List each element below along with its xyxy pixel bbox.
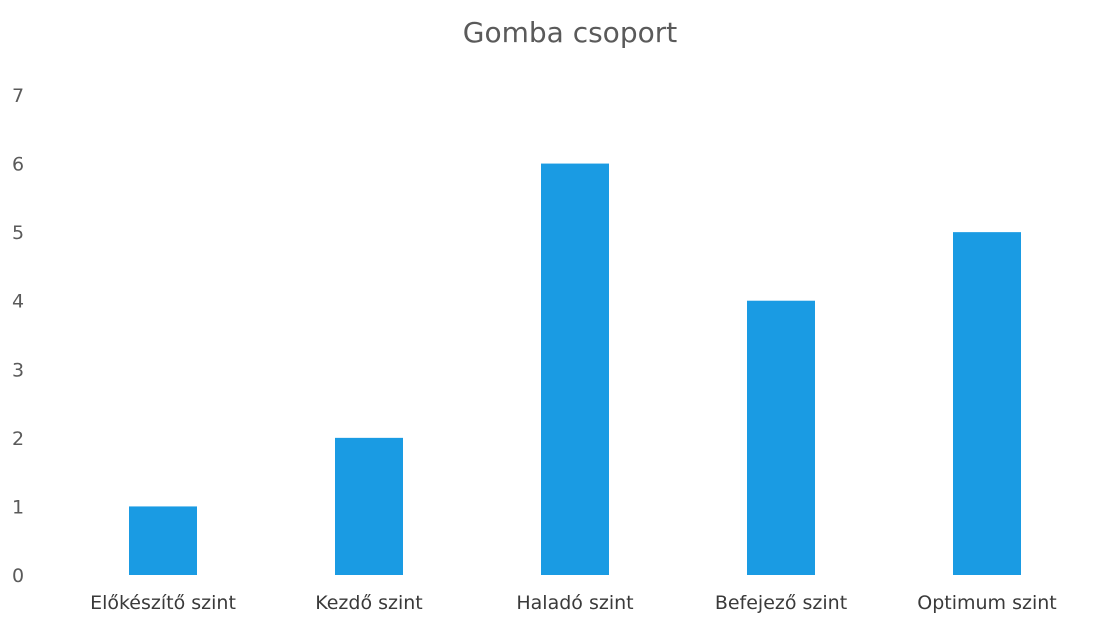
bars <box>129 163 1021 576</box>
x-category-label: Előkészítő szint <box>90 592 236 614</box>
y-tick-label: 2 <box>12 428 24 450</box>
y-tick-label: 0 <box>12 565 24 587</box>
bar <box>953 232 1021 575</box>
x-axis-labels: Előkészítő szint Kezdő szint Haladó szint B… <box>90 592 1057 614</box>
x-category-label: Befejező szint <box>715 592 847 614</box>
y-tick-label: 3 <box>12 359 24 381</box>
y-axis-ticks: 0 1 2 3 4 5 6 7 <box>12 85 24 587</box>
bar <box>541 163 609 576</box>
x-category-label: Optimum szint <box>917 592 1057 614</box>
y-tick-label: 4 <box>12 291 24 313</box>
chart-title: Gomba csoport <box>463 16 677 49</box>
bar <box>747 300 815 575</box>
y-tick-label: 6 <box>12 154 24 176</box>
bar <box>129 506 197 575</box>
y-tick-label: 7 <box>12 85 24 107</box>
y-tick-label: 5 <box>12 222 24 244</box>
bar <box>335 437 403 575</box>
y-tick-label: 1 <box>12 496 24 518</box>
x-category-label: Kezdő szint <box>315 592 423 614</box>
x-category-label: Haladó szint <box>516 592 633 614</box>
